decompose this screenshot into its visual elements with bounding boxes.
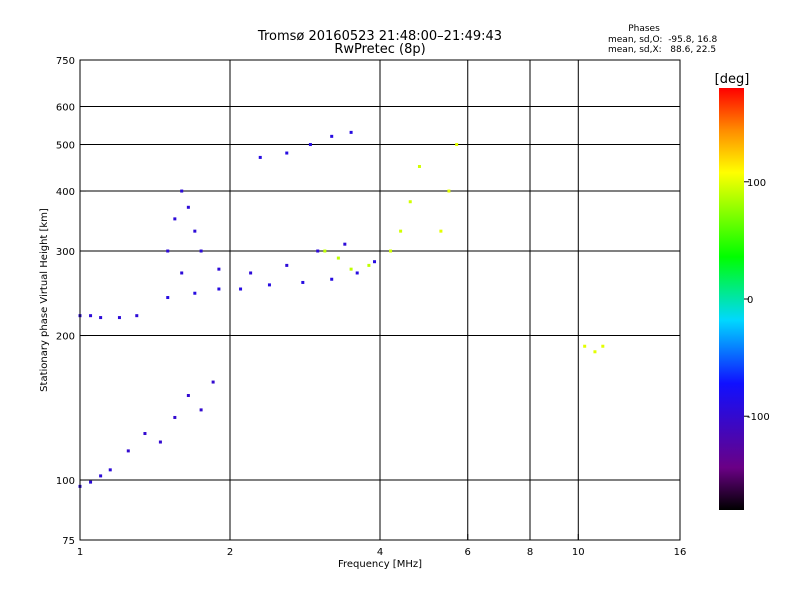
data-point (601, 344, 605, 348)
y-axis: 75 100 200 300 400 500 600 750 (56, 56, 86, 547)
data-point (99, 474, 103, 478)
data-point (193, 229, 197, 233)
data-point (199, 408, 203, 412)
data-point (108, 468, 112, 472)
x-tick-label: 1 (77, 547, 83, 558)
y-tick-label: 100 (56, 476, 75, 487)
data-point (166, 249, 170, 253)
data-point (89, 480, 93, 484)
data-point (417, 164, 421, 168)
phase-stats-x: mean, sd,X: 88.6, 22.5 (608, 45, 716, 55)
data-point (323, 249, 327, 253)
y-tick-label: 200 (56, 332, 75, 343)
y-tick-label: 500 (56, 141, 75, 152)
data-point (408, 200, 412, 204)
colorbar (719, 88, 744, 510)
x-tick-label: 16 (674, 547, 687, 558)
y-axis-label: Stationary phase Virtual Height [km] (39, 208, 50, 392)
colorbar-tick-label: 0 (747, 295, 753, 306)
data-point (349, 267, 353, 271)
data-point (301, 280, 305, 284)
data-point (349, 130, 353, 134)
data-point (439, 229, 443, 233)
y-tick-label: 300 (56, 247, 75, 258)
x-tick-label: 2 (227, 547, 233, 558)
data-point (316, 249, 320, 253)
y-tick-label: 75 (62, 536, 75, 547)
data-point (217, 287, 221, 291)
data-point (166, 296, 170, 300)
data-point (267, 283, 271, 287)
data-point (173, 415, 177, 419)
data-point (186, 394, 190, 398)
data-point (239, 287, 243, 291)
data-point (330, 277, 334, 281)
data-point (186, 205, 190, 209)
data-point (173, 217, 177, 221)
data-point (99, 316, 103, 320)
data-point (593, 350, 597, 354)
chart-title: Tromsø 20160523 21:48:00–21:49:43 (257, 29, 502, 44)
data-point (389, 249, 393, 253)
data-point (367, 263, 371, 267)
data-point (336, 256, 340, 260)
data-point (117, 316, 121, 320)
x-tick-label: 10 (572, 547, 585, 558)
data-point (330, 134, 334, 138)
data-point (583, 344, 587, 348)
data-point (143, 432, 147, 436)
phase-stats-heading: Phases (628, 24, 660, 34)
x-tick-label: 6 (465, 547, 471, 558)
data-point (89, 314, 93, 318)
colorbar-tick-label: 100 (747, 178, 766, 189)
data-point (217, 267, 221, 271)
colorbar-tick-label: -100 (747, 412, 770, 423)
data-point (399, 229, 403, 233)
data-point (285, 263, 289, 267)
x-tick-label: 8 (527, 547, 533, 558)
data-point (180, 271, 184, 275)
data-point (193, 291, 197, 295)
data-point (126, 449, 130, 453)
data-point (455, 143, 459, 147)
x-tick-label: 4 (377, 547, 383, 558)
data-point (199, 249, 203, 253)
chart-subtitle: RwPretec (8p) (334, 42, 425, 57)
data-point (258, 155, 262, 159)
data-point (343, 242, 347, 246)
data-point (373, 260, 377, 264)
data-point (158, 440, 162, 444)
y-tick-label: 600 (56, 103, 75, 114)
colorbar-ticks: -100 0 100 (744, 178, 770, 423)
x-axis: 1 2 4 6 8 10 16 (77, 534, 687, 558)
y-tick-label: 750 (56, 56, 75, 67)
data-point (355, 271, 359, 275)
data-point (447, 189, 451, 193)
phase-stats-o: mean, sd,O: -95.8, 16.8 (608, 35, 718, 45)
data-point (180, 189, 184, 193)
colorbar-label: [deg] (715, 72, 750, 87)
data-point (285, 151, 289, 155)
data-point (211, 380, 215, 384)
data-point (249, 271, 253, 275)
y-tick-label: 400 (56, 187, 75, 198)
grid-lines (80, 60, 680, 540)
data-point (135, 314, 139, 318)
x-axis-label: Frequency [MHz] (338, 559, 422, 570)
data-point (308, 143, 312, 147)
